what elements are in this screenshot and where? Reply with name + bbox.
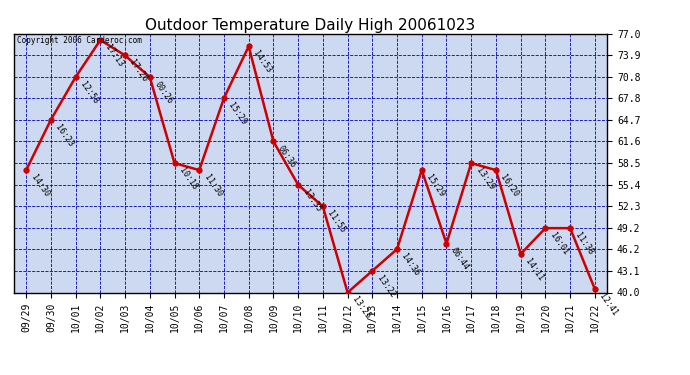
Text: 12:41: 12:41	[598, 292, 620, 317]
Title: Outdoor Temperature Daily High 20061023: Outdoor Temperature Daily High 20061023	[146, 18, 475, 33]
Text: 14:36: 14:36	[400, 252, 422, 278]
Text: 13:22: 13:22	[375, 274, 397, 299]
Text: 13:25: 13:25	[351, 295, 372, 321]
Text: 15:29: 15:29	[424, 173, 446, 198]
Text: 14:30: 14:30	[29, 173, 50, 198]
Text: Copyright 2006 Carderoc.com: Copyright 2006 Carderoc.com	[17, 36, 141, 45]
Text: 06:44: 06:44	[449, 246, 471, 272]
Text: 11:55: 11:55	[326, 209, 347, 235]
Text: 16:23: 16:23	[54, 123, 75, 148]
Text: 12:58: 12:58	[79, 80, 100, 105]
Text: 13:35: 13:35	[301, 188, 323, 213]
Text: 13:29: 13:29	[474, 166, 495, 192]
Text: 15:29: 15:29	[227, 101, 248, 126]
Text: 11:38: 11:38	[573, 231, 595, 256]
Text: 17:26: 17:26	[128, 58, 150, 84]
Text: 14:53: 14:53	[251, 49, 273, 75]
Text: 14:11: 14:11	[524, 257, 545, 282]
Text: 10:18: 10:18	[177, 166, 199, 192]
Text: 16:01: 16:01	[548, 231, 570, 256]
Text: 06:36: 06:36	[276, 144, 298, 170]
Text: 17:13: 17:13	[103, 43, 125, 69]
Text: 16:20: 16:20	[499, 173, 520, 198]
Text: 00:26: 00:26	[152, 80, 175, 105]
Text: 11:30: 11:30	[202, 173, 224, 198]
